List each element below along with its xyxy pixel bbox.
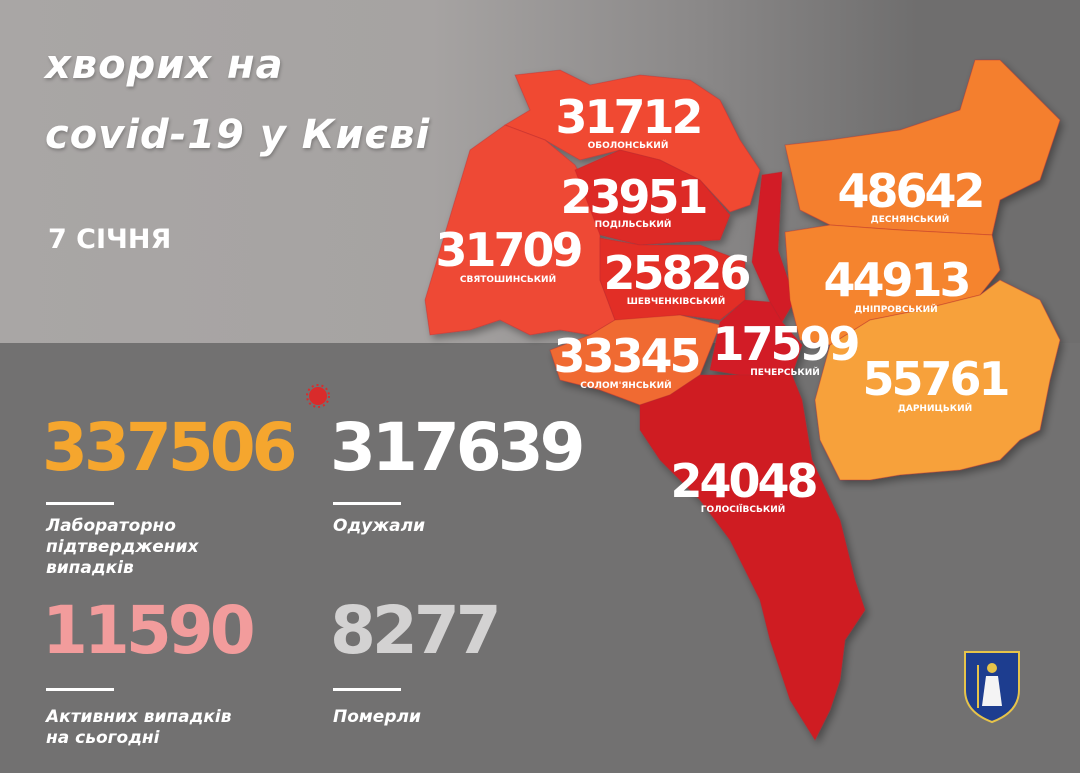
active-label-line-2: на сьогодні: [46, 728, 160, 748]
active-label-line-1: Активних випадків: [46, 707, 232, 727]
district-name: ПОДІЛЬСЬКИЙ: [595, 218, 672, 230]
district-value: 31709: [435, 223, 581, 277]
deaths-count: 8277: [330, 592, 502, 669]
divider: [46, 688, 114, 691]
district-value: 55761: [862, 352, 1007, 406]
district-darnytskyi: [814, 279, 1061, 481]
confirmed-count: 337506: [42, 409, 298, 486]
district-name: СВЯТОШИНСЬКИЙ: [460, 273, 556, 285]
district-value: 48642: [837, 164, 982, 218]
district-sviatoshynskyi: [424, 124, 616, 336]
divider: [333, 502, 401, 505]
district-value: 31712: [555, 90, 700, 144]
district-name: СОЛОМ'ЯНСЬКИЙ: [580, 379, 671, 391]
active-count: 11590: [42, 592, 256, 669]
district-name: ОБОЛОНСЬКИЙ: [588, 139, 669, 151]
district-value: 24048: [670, 454, 816, 508]
dnipro-river-area: [751, 171, 796, 323]
district-name: ШЕВЧЕНКІВСЬКИЙ: [627, 295, 726, 307]
recovered-label: Одужали: [333, 516, 426, 536]
virus-icon: [306, 384, 330, 408]
district-podilskyi: [574, 149, 731, 246]
date-label: 7 СІЧНЯ: [48, 224, 172, 255]
divider: [333, 688, 401, 691]
confirmed-label-line-2: підтверджених: [46, 537, 199, 557]
title-line-2: covid-19 у Києві: [45, 112, 431, 158]
district-labels: 31712 ОБОЛОНСЬКИЙ 23951 ПОДІЛЬСЬКИЙ 3170…: [435, 90, 1010, 515]
district-value: 44913: [823, 253, 968, 307]
district-shevchenkivskyi: [599, 237, 746, 321]
district-name: ДНІПРОВСЬКИЙ: [854, 303, 937, 315]
district-value: 23951: [560, 170, 705, 224]
district-name: ПЕЧЕРСЬКИЙ: [750, 366, 820, 378]
kyiv-coat-of-arms-icon: [964, 651, 1020, 724]
title-line-1: хворих на: [45, 42, 284, 88]
confirmed-label-line-3: випадків: [46, 558, 134, 578]
district-name: ДАРНИЦЬКИЙ: [898, 402, 972, 414]
district-name: ДЕСНЯНСЬКИЙ: [871, 213, 950, 225]
recovered-count: 317639: [330, 409, 586, 486]
district-pecherskyi: [709, 299, 803, 376]
district-value: 17599: [712, 317, 858, 371]
district-value: 33345: [553, 329, 698, 383]
divider: [46, 502, 114, 505]
district-holosiivskyi: [639, 374, 866, 742]
district-name: ГОЛОСІЇВСЬКИЙ: [701, 503, 786, 515]
confirmed-label-line-1: Лабораторно: [46, 516, 176, 536]
district-value: 25826: [603, 246, 749, 300]
deaths-label: Померли: [333, 707, 421, 727]
